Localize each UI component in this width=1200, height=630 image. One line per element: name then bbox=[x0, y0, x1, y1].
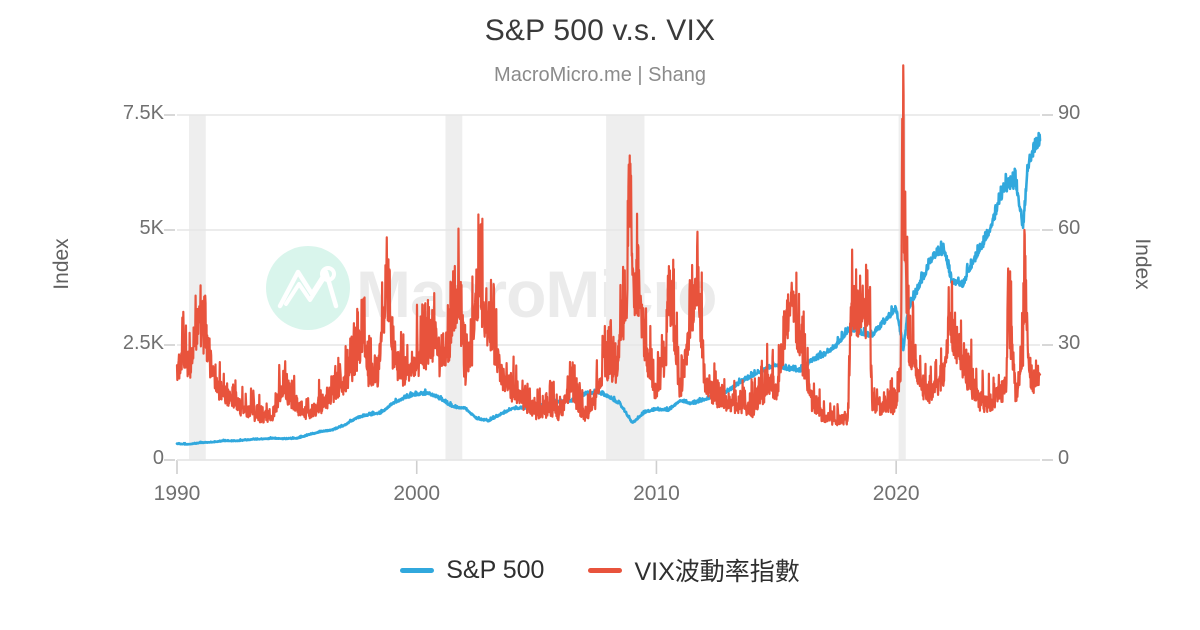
legend-swatch-sp500 bbox=[400, 567, 435, 573]
legend-label-sp500: S&P 500 bbox=[446, 555, 545, 584]
right-tick-label: 60 bbox=[1058, 217, 1081, 239]
macromicro-logo-icon bbox=[266, 246, 350, 330]
legend-swatch-vix bbox=[588, 567, 623, 573]
x-tick-label: 2010 bbox=[633, 482, 680, 505]
left-axis-title: Index bbox=[50, 238, 73, 290]
chart-title: S&P 500 v.s. VIX bbox=[484, 14, 716, 47]
x-tick-label: 2020 bbox=[872, 482, 920, 505]
right-tick-label: 30 bbox=[1058, 332, 1081, 354]
chart-legend: S&P 500 VIX波動率指數 bbox=[0, 552, 1200, 588]
left-tick-label: 5K bbox=[139, 217, 164, 239]
right-tick-label: 0 bbox=[1058, 447, 1070, 469]
legend-label-vix: VIX波動率指數 bbox=[634, 558, 800, 586]
recession-band bbox=[188, 115, 206, 460]
left-tick-label: 7.5K bbox=[122, 102, 164, 124]
series-line-sp500 bbox=[175, 131, 1042, 446]
legend-item-vix[interactable]: VIX波動率指數 bbox=[588, 552, 800, 588]
left-tick-label: 0 bbox=[152, 447, 164, 469]
x-tick-label: 2000 bbox=[393, 482, 441, 505]
legend-item-sp500[interactable]: S&P 500 bbox=[400, 556, 544, 585]
right-tick-label: 90 bbox=[1058, 102, 1081, 124]
left-tick-label: 2.5K bbox=[122, 332, 164, 354]
series-line-vix bbox=[175, 64, 1042, 427]
x-tick-label: 1990 bbox=[153, 482, 201, 505]
right-axis-title: Index bbox=[1131, 238, 1154, 290]
chart-subtitle: MacroMicro.me | Shang bbox=[494, 64, 706, 86]
